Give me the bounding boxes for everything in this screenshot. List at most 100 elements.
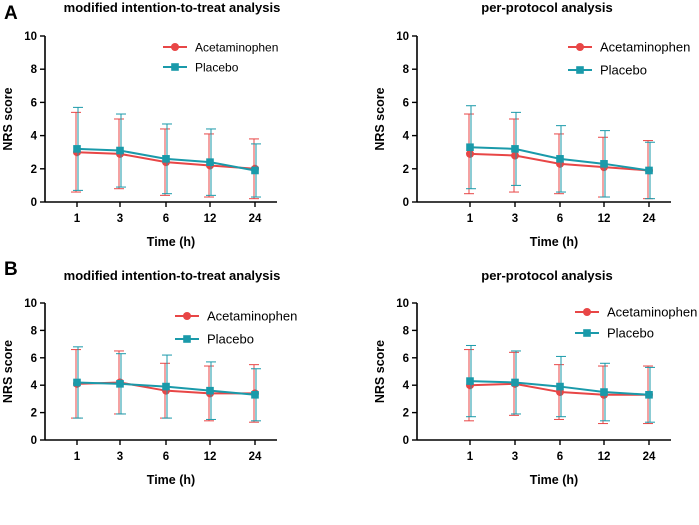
x-tick-label: 6 bbox=[163, 451, 169, 463]
y-tick-label: 2 bbox=[31, 164, 37, 176]
data-point-placebo bbox=[116, 146, 124, 155]
data-point-placebo bbox=[511, 145, 519, 153]
x-tick-label: 6 bbox=[557, 213, 563, 225]
legend-label: Acetaminophen bbox=[600, 40, 690, 55]
y-tick-label: 4 bbox=[403, 131, 410, 143]
legend-label: Placebo bbox=[607, 326, 654, 341]
y-tick-label: 2 bbox=[403, 408, 409, 420]
y-tick-label: 4 bbox=[31, 131, 38, 143]
y-tick-label: 10 bbox=[396, 298, 409, 310]
x-tick-label: 12 bbox=[598, 213, 611, 225]
data-point-placebo bbox=[600, 388, 608, 396]
x-axis-label: Time (h) bbox=[147, 473, 195, 487]
x-axis-label: Time (h) bbox=[147, 235, 195, 249]
data-point-placebo bbox=[251, 166, 259, 175]
x-tick-label: 3 bbox=[512, 451, 518, 463]
chart-title: modified intention-to-treat analysis bbox=[64, 0, 281, 15]
data-point-placebo bbox=[556, 382, 564, 391]
data-point-placebo bbox=[73, 145, 81, 153]
y-tick-label: 6 bbox=[31, 353, 37, 365]
x-axis-label: Time (h) bbox=[530, 235, 578, 249]
y-tick-label: 6 bbox=[403, 353, 409, 365]
legend-marker-circle bbox=[576, 43, 584, 51]
x-tick-label: 1 bbox=[74, 213, 81, 225]
x-tick-label: 24 bbox=[249, 213, 262, 225]
legend-marker-circle bbox=[171, 43, 179, 51]
chart-3: modified intention-to-treat analysis0246… bbox=[1, 268, 297, 487]
legend-marker-circle bbox=[183, 312, 191, 320]
series-placebo bbox=[466, 105, 655, 200]
data-point-placebo bbox=[73, 378, 81, 387]
y-axis-label: NRS score bbox=[1, 87, 15, 150]
chart-title: modified intention-to-treat analysis bbox=[64, 268, 281, 283]
y-tick-label: 8 bbox=[31, 64, 38, 76]
x-tick-label: 6 bbox=[163, 213, 169, 225]
chart-title: per-protocol analysis bbox=[481, 268, 612, 283]
data-point-placebo bbox=[645, 390, 653, 399]
data-point-placebo bbox=[206, 386, 214, 395]
y-tick-label: 6 bbox=[403, 97, 409, 109]
y-axis-label: NRS score bbox=[373, 340, 387, 403]
chart-title: per-protocol analysis bbox=[481, 0, 612, 15]
y-tick-label: 0 bbox=[403, 435, 409, 447]
data-point-placebo bbox=[556, 155, 564, 163]
x-tick-label: 24 bbox=[249, 451, 262, 463]
legend-marker-square bbox=[171, 63, 179, 71]
x-tick-label: 1 bbox=[74, 451, 81, 463]
y-tick-label: 4 bbox=[31, 380, 38, 392]
y-tick-label: 10 bbox=[24, 31, 37, 43]
y-tick-label: 6 bbox=[31, 97, 37, 109]
y-tick-label: 8 bbox=[403, 325, 410, 337]
y-tick-label: 10 bbox=[24, 298, 37, 310]
x-tick-label: 1 bbox=[467, 451, 474, 463]
chart-1: modified intention-to-treat analysis0246… bbox=[1, 0, 280, 249]
x-tick-label: 1 bbox=[467, 213, 474, 225]
series-placebo bbox=[73, 346, 261, 422]
data-point-placebo bbox=[162, 155, 170, 163]
legend-marker-square bbox=[583, 329, 591, 337]
x-tick-label: 24 bbox=[643, 451, 656, 463]
y-tick-label: 0 bbox=[403, 197, 409, 209]
data-point-placebo bbox=[600, 160, 608, 168]
data-point-placebo bbox=[206, 158, 214, 166]
data-point-placebo bbox=[466, 143, 474, 152]
data-point-placebo bbox=[251, 390, 259, 399]
x-tick-label: 12 bbox=[204, 451, 217, 463]
legend-label: Placebo bbox=[600, 63, 647, 78]
y-tick-label: 0 bbox=[31, 435, 37, 447]
legend-marker-square bbox=[576, 66, 584, 74]
y-tick-label: 8 bbox=[403, 64, 410, 76]
y-tick-label: 8 bbox=[31, 325, 38, 337]
panel-label-a: A bbox=[4, 3, 18, 24]
x-tick-label: 3 bbox=[117, 213, 123, 225]
x-tick-label: 6 bbox=[557, 451, 563, 463]
data-point-placebo bbox=[116, 380, 124, 388]
data-point-acetaminophen bbox=[511, 151, 519, 160]
data-point-acetaminophen bbox=[466, 149, 474, 158]
data-point-placebo bbox=[162, 382, 170, 391]
x-tick-label: 12 bbox=[204, 213, 217, 225]
y-tick-label: 0 bbox=[31, 197, 37, 209]
series-placebo bbox=[466, 344, 655, 423]
y-tick-label: 4 bbox=[403, 380, 410, 392]
y-tick-label: 10 bbox=[396, 31, 409, 43]
x-tick-label: 24 bbox=[643, 213, 656, 225]
legend-label: Acetaminophen bbox=[195, 41, 278, 55]
x-tick-label: 12 bbox=[598, 451, 611, 463]
y-axis-label: NRS score bbox=[1, 340, 15, 403]
y-tick-label: 2 bbox=[31, 408, 37, 420]
legend-label: Placebo bbox=[195, 61, 239, 75]
data-point-placebo bbox=[511, 378, 519, 387]
legend-label: Acetaminophen bbox=[607, 305, 697, 320]
panel-label-b: B bbox=[4, 259, 18, 280]
legend-label: Acetaminophen bbox=[207, 309, 297, 324]
legend-label: Placebo bbox=[207, 332, 254, 347]
data-point-placebo bbox=[466, 377, 474, 385]
data-point-placebo bbox=[645, 166, 653, 175]
legend-marker-circle bbox=[583, 308, 591, 316]
legend-marker-square bbox=[183, 335, 191, 343]
series-placebo bbox=[73, 106, 261, 198]
